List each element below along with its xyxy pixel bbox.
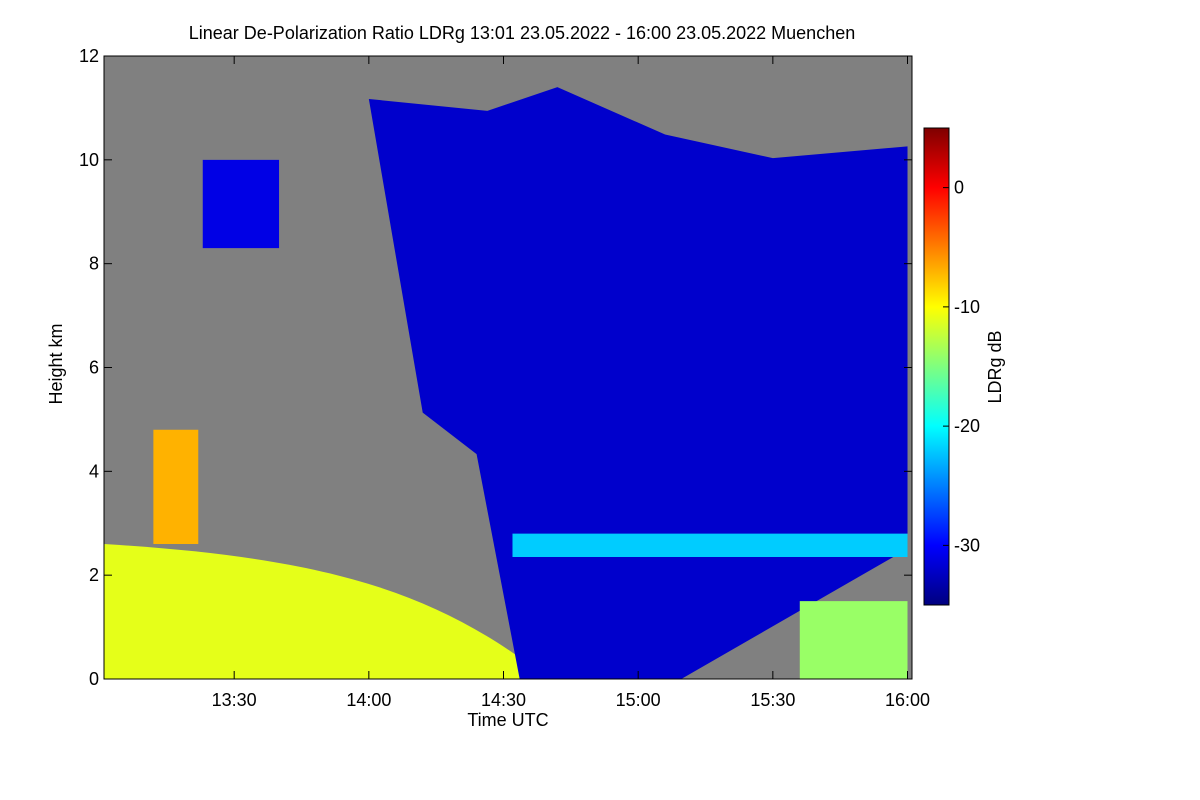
y-tick-label: 6: [89, 358, 99, 378]
ldr-feature-boundary-layer-aerosol: [799, 601, 908, 679]
ldr-feature-melting-layer: [512, 533, 908, 557]
colorbar-tick-label: -10: [954, 297, 980, 317]
colorbar-gradient: [923, 127, 950, 606]
ldr-field: [104, 87, 908, 679]
colorbar-tick-label: -20: [954, 416, 980, 436]
y-tick-label: 0: [89, 669, 99, 689]
ldr-feature-elevated-depolarizing-layer: [153, 429, 199, 545]
x-tick-label: 13:30: [212, 690, 257, 710]
ldr-feature-boundary-layer-aerosol: [104, 544, 549, 679]
ldr-feature-ice-cloud: [202, 159, 280, 249]
x-tick-label: 16:00: [885, 690, 930, 710]
y-tick-label: 10: [79, 150, 99, 170]
colorbar: 0 -10 -20 -30 LDRg dB: [923, 127, 1005, 606]
y-tick-label: 4: [89, 461, 99, 481]
x-axis: 13:30 14:00 14:30 15:00 15:30 16:00: [212, 56, 930, 710]
y-tick-label: 12: [79, 46, 99, 66]
x-tick-label: 15:30: [750, 690, 795, 710]
colorbar-ticks: 0 -10 -20 -30: [943, 178, 980, 555]
y-tick-label: 8: [89, 254, 99, 274]
y-axis-label: Height km: [46, 323, 66, 404]
y-axis: 0 2 4 6 8 10 12: [79, 46, 912, 689]
x-axis-label: Time UTC: [467, 710, 548, 730]
colorbar-tick-label: 0: [954, 178, 964, 198]
y-tick-label: 2: [89, 565, 99, 585]
ldr-feature-deep-cloud: [368, 87, 908, 679]
x-tick-label: 14:30: [481, 690, 526, 710]
chart-title: Linear De-Polarization Ratio LDRg 13:01 …: [189, 23, 855, 43]
x-tick-label: 15:00: [616, 690, 661, 710]
colorbar-label: LDRg dB: [985, 330, 1005, 403]
plot-area: [103, 55, 913, 680]
colorbar-tick-label: -30: [954, 535, 980, 555]
x-tick-label: 14:00: [346, 690, 391, 710]
